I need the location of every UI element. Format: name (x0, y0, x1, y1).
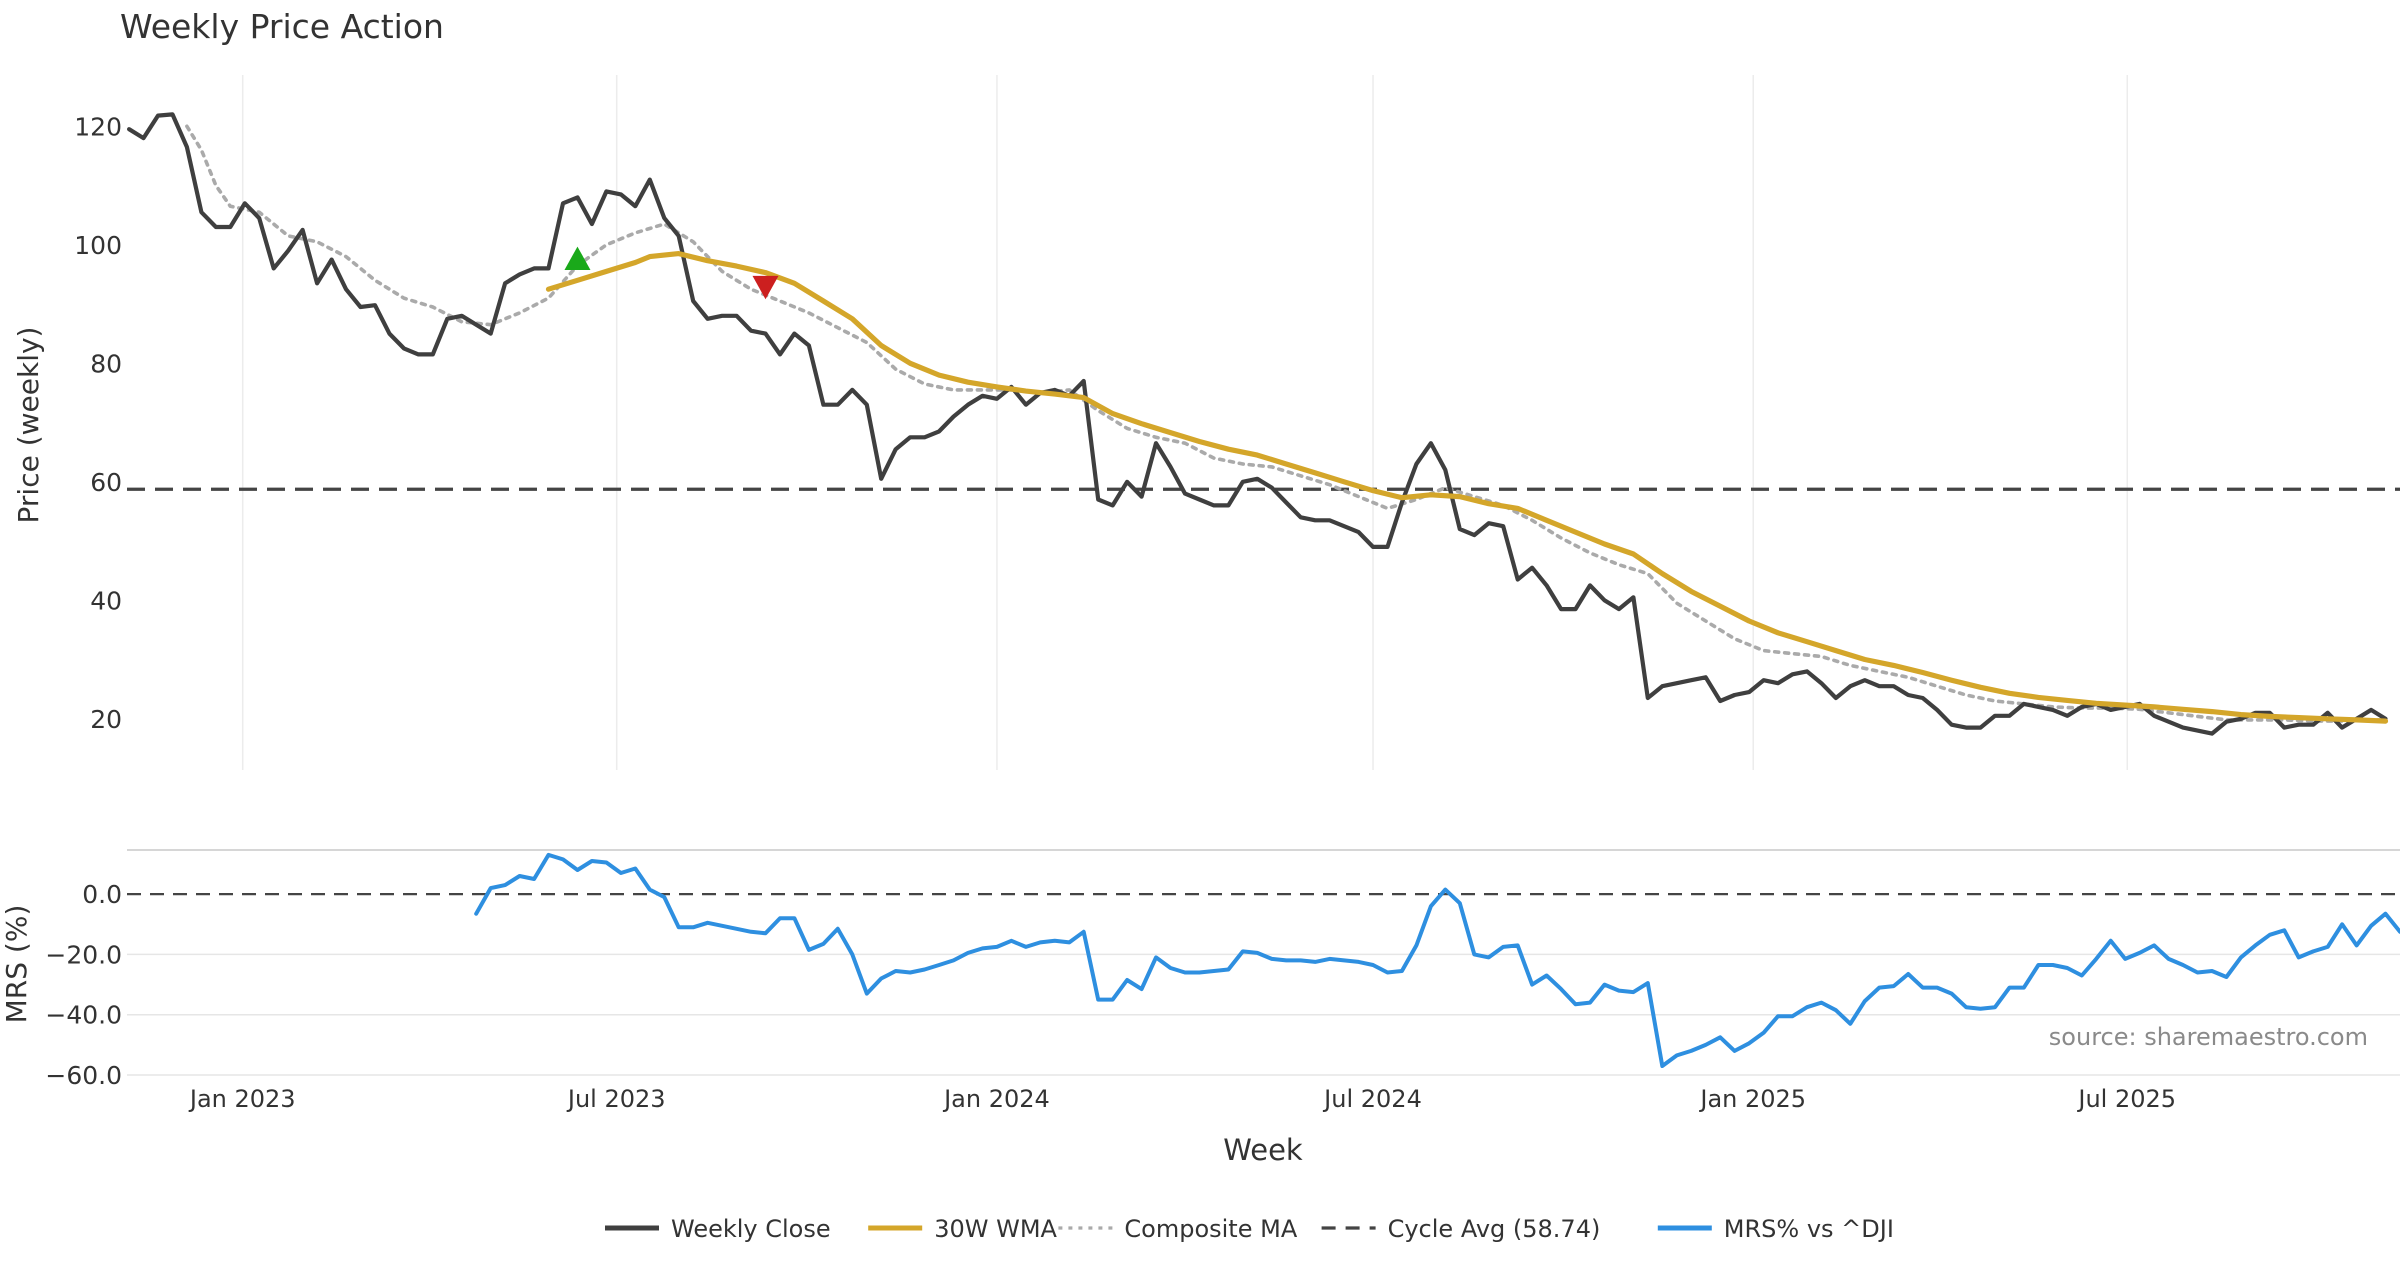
x-axis-label: Week (1223, 1133, 1303, 1167)
30w-wma-line (545, 251, 2389, 724)
price-y-ticks: 20 40 60 80 100 120 (74, 112, 122, 734)
sell-signal-marker (752, 275, 779, 300)
source-annotation: source: sharemaestro.com (2049, 1023, 2368, 1051)
chart-title: Weekly Price Action (120, 7, 444, 46)
mrs-grid (127, 953, 2400, 1076)
legend-item: Weekly Close (605, 1215, 831, 1243)
legend-item: MRS% vs ^DJI (1657, 1215, 1894, 1243)
price-y-tick-label: 120 (74, 112, 122, 141)
x-tick-label: Jul 2024 (1322, 1085, 1422, 1113)
mrs-y-tick-label: −40.0 (45, 1001, 122, 1030)
legend-label: MRS% vs ^DJI (1724, 1215, 1894, 1243)
mrs-y-axis-label: MRS (%) (0, 905, 33, 1024)
composite-ma-line (185, 124, 2388, 723)
x-tick-label: Jul 2025 (2076, 1085, 2176, 1113)
mrs-series (127, 852, 2400, 1068)
price-grid (241, 75, 2128, 770)
legend-label: Composite MA (1124, 1215, 1297, 1243)
price-y-tick-label: 80 (90, 349, 122, 378)
legend-label: Weekly Close (671, 1215, 831, 1243)
price-y-tick-label: 100 (74, 231, 122, 260)
mrs-y-tick-label: 0.0 (82, 880, 122, 909)
price-series (127, 112, 2400, 736)
x-tick-label: Jan 2025 (1698, 1085, 1806, 1113)
legend-item: 30W WMA (868, 1215, 1058, 1243)
mrs-line (474, 852, 2400, 1068)
price-y-tick-label: 60 (90, 468, 122, 497)
x-tick-label: Jul 2023 (566, 1085, 666, 1113)
legend-label: Cycle Avg (58.74) (1388, 1215, 1601, 1243)
x-axis-ticks: Jan 2023 Jul 2023 Jan 2024 Jul 2024 Jan 2025… (188, 1085, 2176, 1113)
legend-item: Cycle Avg (58.74) (1321, 1215, 1601, 1243)
weekly-close-line (127, 112, 2388, 736)
mrs-y-tick-label: −20.0 (45, 940, 122, 969)
x-tick-label: Jan 2024 (942, 1085, 1050, 1113)
mrs-y-ticks: 0.0 −20.0 −40.0 −60.0 (45, 880, 122, 1090)
legend-label: 30W WMA (934, 1215, 1057, 1243)
buy-signal-marker (564, 246, 591, 270)
price-y-tick-label: 20 (90, 705, 122, 734)
x-tick-label: Jan 2023 (188, 1085, 296, 1113)
legend-item: Composite MA (1058, 1215, 1298, 1243)
price-y-axis-label: Price (weekly) (12, 327, 45, 524)
mrs-y-tick-label: −60.0 (45, 1061, 122, 1090)
legend: Weekly Close 30W WMA Composite MA Cycle Avg… (605, 1215, 1894, 1243)
price-y-tick-label: 40 (90, 586, 122, 615)
